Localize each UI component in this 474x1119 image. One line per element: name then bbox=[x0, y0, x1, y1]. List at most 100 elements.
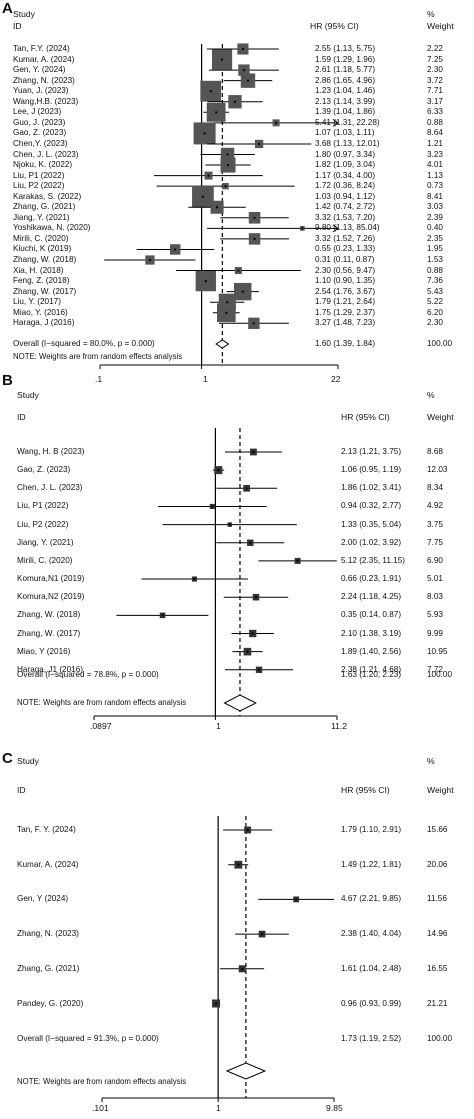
study-weight: 7.25 bbox=[427, 54, 443, 64]
forest-plot-a bbox=[99, 43, 339, 369]
study-weight: 7.72 bbox=[427, 664, 443, 674]
header-weight: Weight bbox=[427, 785, 454, 795]
point-estimate bbox=[226, 163, 230, 167]
point-estimate bbox=[225, 311, 228, 314]
header-hr: HR (95% CI) bbox=[341, 785, 390, 795]
study-hr-text: 1.23 (1.04, 1.46) bbox=[315, 86, 376, 96]
header-hr: HR (95% CI) bbox=[341, 412, 390, 422]
study-id: Zhang, N. (2023) bbox=[13, 75, 75, 85]
axis-tick-label: 1 bbox=[203, 374, 208, 384]
study-weight: 2.30 bbox=[427, 65, 443, 75]
study-weight: 14.96 bbox=[427, 929, 448, 939]
point-estimate bbox=[246, 828, 249, 832]
forest-panel-a: A Study ID HR (95% CI) % Weight Tan, F.Y… bbox=[0, 0, 474, 388]
study-weight: 8.41 bbox=[427, 191, 443, 201]
study-id: Karakas, S. (2022) bbox=[13, 191, 82, 201]
study-id: Yoshikawa, N. (2020) bbox=[13, 223, 91, 233]
study-weight: 3.72 bbox=[427, 75, 443, 85]
header-id: ID bbox=[17, 412, 26, 422]
study-id: Komura,N1 (2019) bbox=[17, 574, 85, 584]
overall-diamond bbox=[223, 694, 257, 712]
header-study: Study bbox=[17, 756, 39, 766]
axis-tick-label: 9.85 bbox=[326, 1103, 343, 1113]
point-estimate bbox=[253, 237, 256, 240]
study-hr-text: 2.10 (1.38, 3.19) bbox=[341, 628, 402, 638]
study-weight: 5.22 bbox=[427, 297, 443, 307]
study-hr-text: 0.66 (0.23, 1.91) bbox=[341, 574, 402, 584]
study-weight: 9.99 bbox=[427, 628, 443, 638]
study-id: Guo, J. (2023) bbox=[13, 117, 66, 127]
study-hr-text: 2.00 (1.02, 3.92) bbox=[341, 537, 402, 547]
footnote: NOTE: Weights are from random effects an… bbox=[13, 352, 183, 361]
study-hr-text: 1.79 (1.10, 2.91) bbox=[341, 825, 402, 834]
study-weight: 1.21 bbox=[427, 138, 443, 148]
study-id: Gen, Y. (2024) bbox=[13, 65, 66, 75]
study-id: Komura,N2 (2019) bbox=[17, 592, 85, 602]
study-weight: 3.23 bbox=[427, 149, 443, 159]
study-weight: 12.03 bbox=[427, 465, 448, 475]
study-id: Zhang, W. (2018) bbox=[13, 255, 77, 264]
study-id: Liu, P2 (2022) bbox=[17, 519, 69, 529]
study-hr-text: 1.17 (0.34, 4.00) bbox=[315, 170, 376, 180]
study-hr-text: 2.30 (0.56, 9.47) bbox=[315, 265, 376, 275]
point-estimate bbox=[207, 174, 210, 177]
point-estimate bbox=[215, 206, 219, 209]
study-hr-text: 2.54 (1.76, 3.67) bbox=[315, 286, 376, 296]
overall-hr-text: 1.60 (1.39, 1.84) bbox=[315, 339, 376, 348]
study-id: Kumar, A. (2024) bbox=[17, 859, 79, 869]
study-hr-text: 2.13 (1.21, 3.75) bbox=[341, 447, 402, 456]
point-estimate bbox=[296, 559, 299, 562]
axis-tick-label: .0897 bbox=[90, 721, 112, 731]
study-id: Zhang, G. (2021) bbox=[13, 202, 76, 212]
point-estimate bbox=[241, 967, 244, 970]
forest-panel-b: B Study ID HR (95% CI) % Weight Wang, H.… bbox=[0, 372, 474, 731]
study-hr-text: 1.59 (1.29, 1.96) bbox=[315, 54, 376, 64]
point-estimate bbox=[217, 469, 220, 472]
axis-tick-label: 22 bbox=[331, 374, 341, 384]
header-pct: % bbox=[427, 9, 435, 19]
point-estimate bbox=[249, 541, 252, 544]
study-weight: 8.34 bbox=[427, 483, 443, 493]
panel-letter: C bbox=[2, 750, 13, 767]
point-estimate bbox=[257, 142, 261, 146]
study-hr-text: 1.89 (1.40, 2.56) bbox=[341, 646, 402, 656]
point-estimate bbox=[211, 505, 214, 508]
point-estimate bbox=[254, 596, 258, 599]
point-estimate bbox=[161, 614, 164, 617]
point-estimate bbox=[251, 632, 254, 635]
forest-plot-c bbox=[101, 816, 335, 1102]
study-id: Gen, Y (2024) bbox=[17, 894, 69, 904]
study-weight: 5.93 bbox=[427, 610, 443, 620]
study-weight: 7.36 bbox=[427, 276, 443, 286]
study-weight: 4.92 bbox=[427, 501, 443, 511]
study-weight: 2.35 bbox=[427, 233, 443, 243]
overall-hr-text: 1.73 (1.19, 2.52) bbox=[341, 1034, 402, 1043]
study-id: Tan, F. Y. (2024) bbox=[17, 825, 76, 834]
point-estimate bbox=[245, 487, 248, 490]
study-id: Zhang, G. (2021) bbox=[17, 963, 80, 973]
study-hr-text: 0.35 (0.14, 0.87) bbox=[341, 610, 402, 620]
point-estimate bbox=[241, 290, 244, 293]
study-hr-text: 3.27 (1.48, 7.23) bbox=[315, 318, 376, 328]
study-id: Liu, Y. (2017) bbox=[13, 297, 61, 307]
study-id: Zhang, N. (2023) bbox=[17, 929, 79, 939]
header-pct: % bbox=[427, 756, 435, 766]
point-estimate bbox=[252, 450, 255, 454]
study-hr-text: 0.94 (0.32, 2.77) bbox=[341, 501, 402, 511]
study-hr-text: 1.72 (0.36, 8.24) bbox=[315, 181, 376, 191]
study-id: Zhang, W. (2017) bbox=[13, 286, 77, 296]
header-id: ID bbox=[17, 785, 26, 795]
study-weight: 1.13 bbox=[427, 170, 443, 180]
study-weight: 2.30 bbox=[427, 318, 443, 328]
axis-tick-label: .101 bbox=[92, 1103, 109, 1113]
overall-diamond bbox=[225, 1062, 267, 1080]
study-weight: 0.40 bbox=[427, 223, 443, 233]
study-weight: 5.01 bbox=[427, 574, 443, 584]
study-weight: 3.17 bbox=[427, 96, 443, 106]
study-id: Kumar, A. (2024) bbox=[13, 54, 75, 64]
panel-letter: B bbox=[2, 372, 13, 389]
study-id: Lee, J (2023) bbox=[13, 107, 62, 117]
study-id: Miao, Y. (2016) bbox=[13, 307, 68, 317]
overall-weight: 100.00 bbox=[427, 1034, 453, 1043]
study-id: Gao, Z. (2023) bbox=[17, 465, 71, 475]
